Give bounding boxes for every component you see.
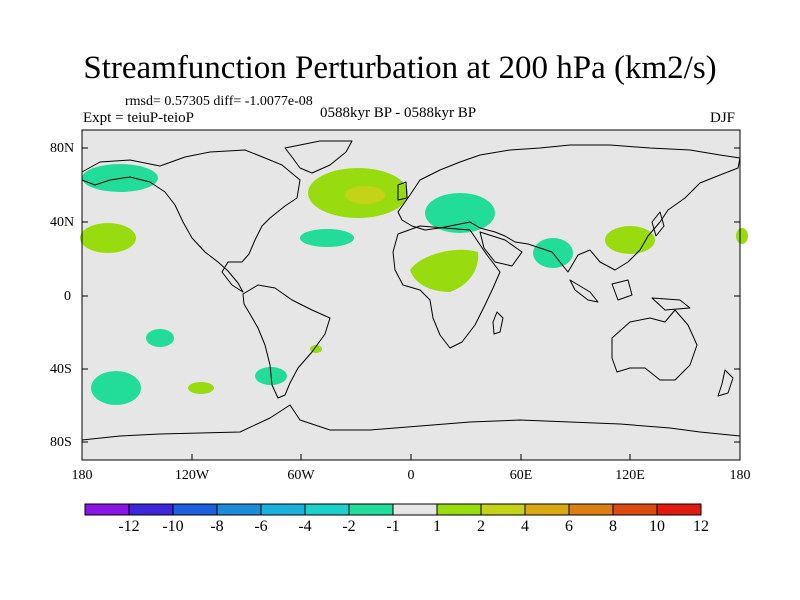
colorbar-box [480, 503, 526, 516]
stats-text: rmsd= 0.57305 diff= -1.0077e-08 [125, 94, 313, 109]
colorbar-box [304, 503, 350, 516]
anomaly-patch [91, 371, 141, 405]
anomaly-patch [188, 382, 214, 394]
coastline-new-zealand [717, 369, 734, 397]
chart-title: Streamfunction Perturbation at 200 hPa (… [83, 50, 717, 86]
coastline-north-america [81, 149, 301, 293]
colorbar-label: 2 [477, 518, 485, 535]
axis-ticks [81, 147, 741, 460]
anomaly-patches [80, 164, 748, 405]
coastline-madagascar [492, 311, 504, 335]
colorbar-label: -2 [342, 518, 356, 535]
colorbar-box [84, 503, 130, 516]
anomaly-patch [146, 329, 174, 347]
anomaly-patch [300, 229, 354, 247]
colorbar-box [392, 503, 438, 516]
colorbar-box [216, 503, 262, 516]
anomaly-patch [425, 193, 495, 233]
anomaly-patch [410, 249, 479, 292]
colorbar-box [172, 503, 218, 516]
coastline-arabia [479, 231, 523, 267]
coastline-japan [651, 211, 665, 237]
anomaly-patch [345, 186, 385, 204]
x-tick-label: 0 [407, 468, 415, 483]
colorbar-label: -6 [254, 518, 268, 535]
colorbar-box [568, 503, 614, 516]
anomaly-patch [736, 228, 748, 244]
coastline-antarctica [81, 404, 741, 441]
coastline-sumatra [569, 279, 599, 303]
colorbar-box [656, 503, 702, 516]
y-tick-label: 40S [50, 362, 72, 377]
coastline-britain [397, 181, 408, 201]
anomaly-patch [80, 223, 136, 253]
x-tick-label: 120W [174, 468, 210, 483]
x-tick-label: 120E [615, 468, 645, 483]
y-tick-label: 40N [50, 215, 75, 230]
colorbar-label: 6 [565, 518, 573, 535]
colorbar-box [128, 503, 174, 516]
x-tick-label: 60W [287, 468, 315, 483]
colorbar-label: 8 [609, 518, 617, 535]
y-tick-label: 80N [50, 141, 75, 156]
colorbar-label: -8 [210, 518, 224, 535]
colorbar-label: -1 [386, 518, 400, 535]
colorbar-label: 1 [433, 518, 441, 535]
map-background [82, 130, 740, 460]
season-label: DJF [710, 110, 736, 126]
coastline-greenland [284, 140, 353, 174]
coastline-australia [611, 309, 698, 381]
y-tick-label: 80S [50, 435, 72, 450]
colorbar-label: -4 [298, 518, 312, 535]
colorbar-box [348, 503, 394, 516]
coastline-south-america [242, 284, 331, 399]
coastline-eurasia [397, 144, 741, 273]
colorbar-box [612, 503, 658, 516]
colorbar-label: 4 [521, 518, 529, 535]
colorbar-label: -12 [118, 518, 140, 535]
colorbar-box [524, 503, 570, 516]
coastline-africa [392, 225, 501, 349]
colorbar [84, 503, 702, 516]
colorbar-box [436, 503, 482, 516]
colorbar-label: 12 [693, 518, 709, 535]
period-label: 0588kyr BP - 0588kyr BP [320, 105, 477, 121]
y-tick-label: 0 [64, 289, 71, 304]
coastline-new-guinea [651, 297, 691, 311]
colorbar-label: -10 [162, 518, 184, 535]
anomaly-patch [605, 226, 655, 254]
colorbar-box [260, 503, 306, 516]
coastlines [81, 140, 741, 441]
x-tick-label: 60E [509, 468, 533, 483]
colorbar-label: 10 [649, 518, 665, 535]
x-tick-label: 180 [71, 468, 93, 483]
x-tick-label: 180 [729, 468, 751, 483]
experiment-label: Expt = teiuP-teioP [83, 110, 194, 126]
coastline-borneo [611, 279, 633, 301]
